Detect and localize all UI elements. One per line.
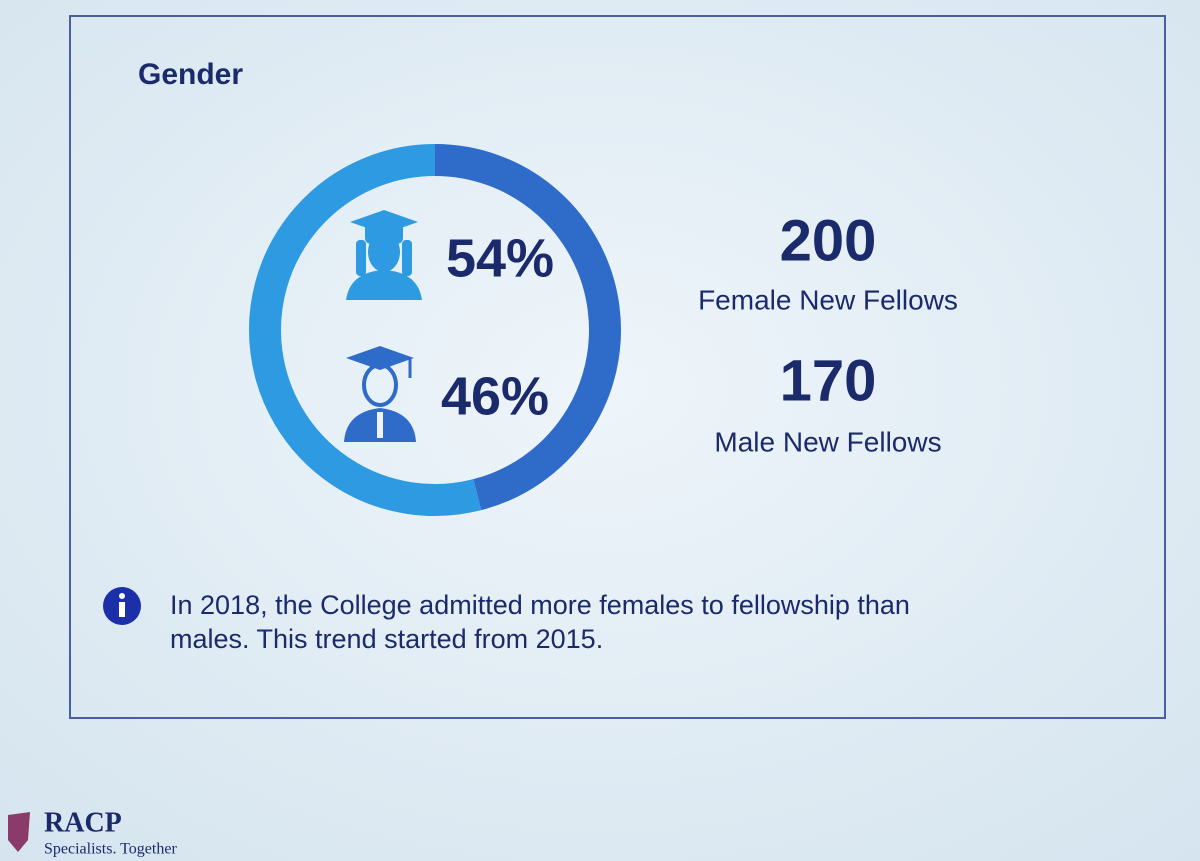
note-line: males. This trend started from 2015. [170,624,603,654]
logo [8,812,30,852]
male-icon [344,346,416,442]
donut-segment [434,144,621,511]
stat-label: Female New Fellows [698,284,958,315]
donut-segment [249,144,482,516]
value-label: 46% [441,366,549,426]
value-label: 54% [446,228,554,288]
note-line: In 2018, the College admitted more femal… [170,590,910,620]
footer-tagline: Specialists. Together [44,841,177,858]
stat-value: 200 [780,208,877,273]
stat-value: 170 [780,348,877,413]
panel-title: Gender [138,58,243,91]
female-icon [346,210,422,300]
panel-border [69,15,1166,719]
footer-brand: RACP [44,807,122,838]
stat-label: Male New Fellows [714,426,941,457]
info-icon [103,587,141,625]
